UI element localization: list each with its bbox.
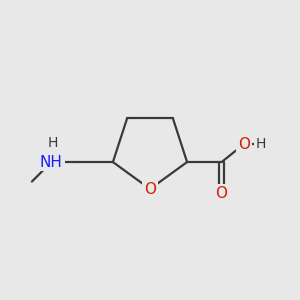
Text: NH: NH (40, 154, 63, 169)
Text: O: O (144, 182, 156, 196)
Text: O: O (216, 186, 228, 201)
Text: H: H (255, 137, 266, 151)
Text: O: O (238, 136, 250, 152)
Text: H: H (48, 136, 58, 150)
